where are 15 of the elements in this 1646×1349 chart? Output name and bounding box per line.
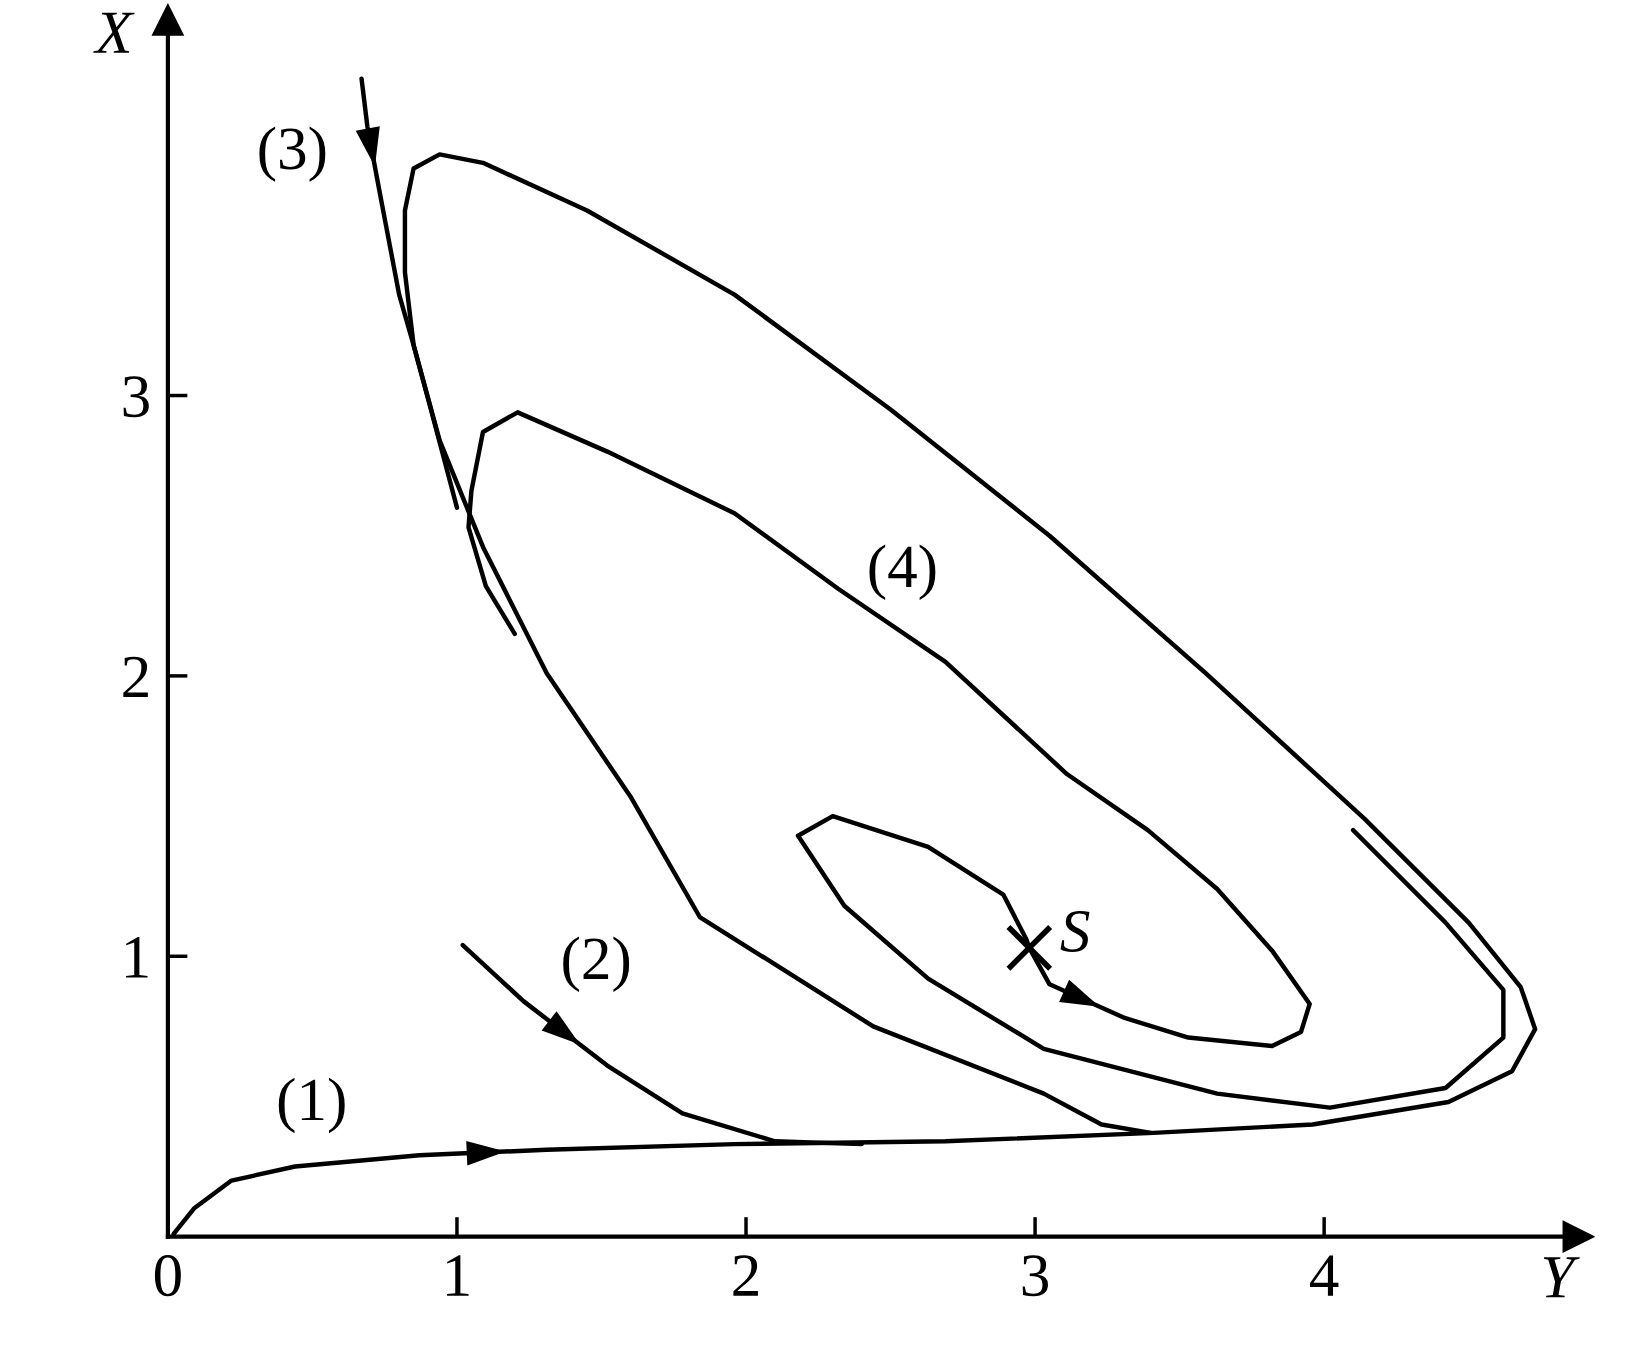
y-tick-label: 1 — [126, 937, 148, 978]
x-tick-label: 4 — [1310, 1255, 1339, 1296]
series-label: (4) — [869, 544, 936, 601]
y-tick-label: 2 — [123, 656, 148, 698]
x-tick-label: 0 — [154, 1255, 181, 1297]
series-label: (2) — [563, 936, 630, 992]
x-tick-label: 2 — [733, 1255, 758, 1296]
x-axis-title: Y — [1543, 1257, 1580, 1298]
series-label: (1) — [278, 1077, 345, 1134]
x-tick-label: 3 — [1022, 1255, 1048, 1297]
y-axis-title: X — [93, 12, 135, 53]
legend-label: (3) — [259, 126, 326, 182]
y-tick-label: 3 — [123, 376, 149, 418]
series-label: S — [1060, 910, 1090, 953]
x-tick-label: 1 — [447, 1255, 469, 1296]
